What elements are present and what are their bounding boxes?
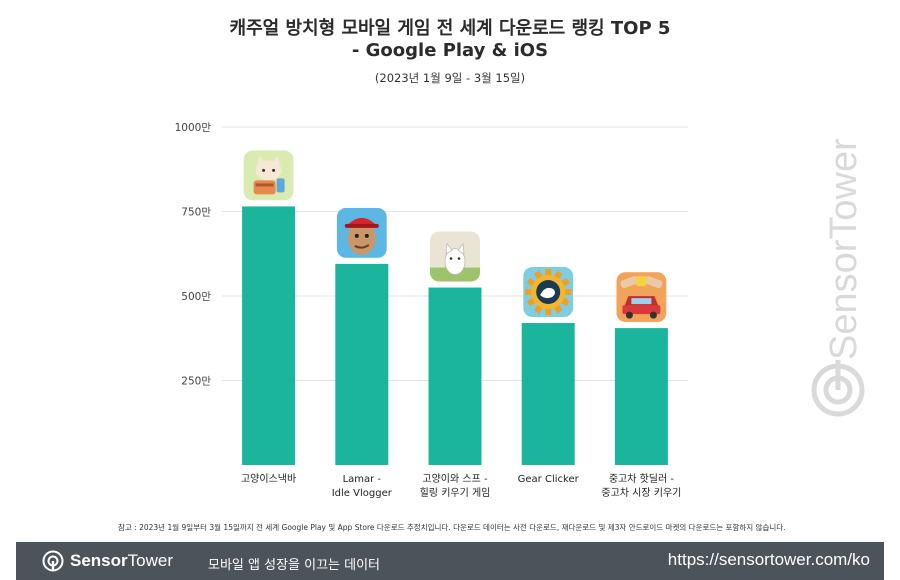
gear-clicker-icon — [523, 267, 574, 318]
y-tick-label: 250만 — [181, 376, 211, 388]
x-tick-label: 고양이스낵바 — [241, 473, 296, 485]
cat-snackbar-icon — [243, 150, 294, 201]
footer-brand: SensorTower — [70, 551, 173, 570]
bar — [614, 328, 668, 465]
x-tick-label: 중고차 시장 키우기 — [601, 487, 681, 499]
x-axis-labels: 고양이스낵바 Lamar - Idle Vlogger 고양이와 스프 -힐링 키우기… — [241, 473, 681, 499]
x-tick-label: Gear Clicker — [518, 474, 580, 485]
lamar-vlogger-icon — [336, 207, 387, 258]
chart-title-line1: 캐주얼 방치형 모바일 게임 전 세계 다운로드 랭킹 TOP 5 — [229, 18, 671, 39]
x-tick-label: 힐링 키우기 게임 — [420, 486, 491, 499]
chart-subtitle: (2023년 1월 9일 - 3월 15일) — [374, 71, 526, 85]
y-tick-label: 500만 — [181, 291, 211, 303]
chart-title-line2: - Google Play & iOS — [351, 40, 549, 61]
sensortower-logo-icon — [42, 550, 64, 572]
footer-url-link[interactable]: https://sensortower.com/ko — [667, 550, 870, 569]
sensortower-watermark: SensorTower — [811, 138, 865, 417]
footer-tagline: 모바일 앱 성장을 이끄는 데이터 — [208, 558, 381, 573]
x-tick-label: Lamar - — [343, 474, 382, 485]
bar — [521, 323, 575, 465]
bar — [335, 263, 389, 465]
cat-soup-icon — [430, 231, 480, 282]
x-tick-label: 중고차 핫딜러 - — [609, 473, 675, 485]
x-tick-label: 고양이와 스프 - — [422, 473, 488, 485]
bars — [242, 206, 668, 465]
watermark-text: SensorTower — [823, 138, 865, 360]
footer-bar: SensorTower 모바일 앱 성장을 이끄는 데이터 https://se… — [16, 542, 884, 580]
bar — [242, 206, 296, 465]
footnote: 참고 : 2023년 1월 9일부터 3월 15일까지 전 세계 Google … — [118, 523, 786, 532]
x-tick-label: Idle Vlogger — [332, 488, 393, 499]
bar — [428, 287, 482, 465]
used-car-dealer-icon — [616, 272, 667, 323]
y-axis-ticks: 250만 500만 750만 1000만 — [175, 122, 212, 388]
watermark-logo-icon — [811, 360, 865, 417]
y-tick-label: 1000만 — [175, 122, 212, 134]
app-icons — [243, 150, 667, 323]
y-tick-label: 750만 — [181, 207, 211, 219]
